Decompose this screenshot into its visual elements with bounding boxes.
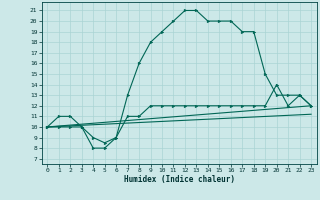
X-axis label: Humidex (Indice chaleur): Humidex (Indice chaleur) [124,175,235,184]
